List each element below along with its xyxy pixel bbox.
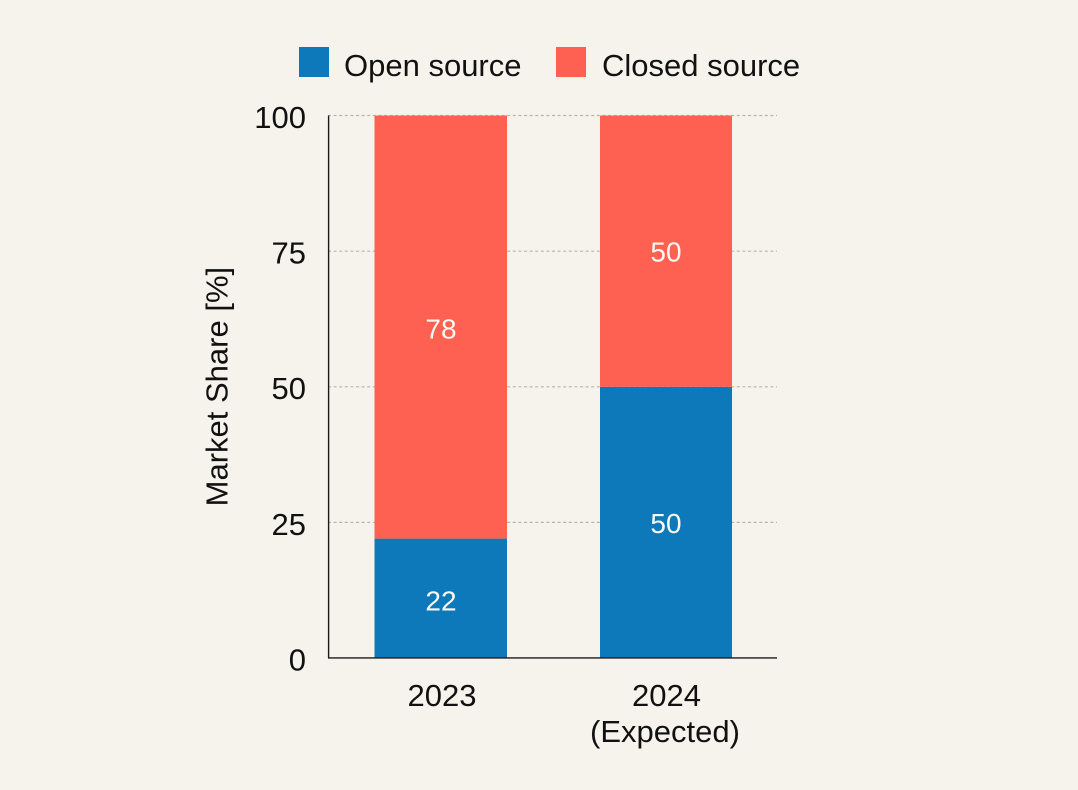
svg-text:75: 75 — [272, 236, 306, 271]
svg-text:(Expected): (Expected) — [590, 714, 740, 749]
svg-text:2024: 2024 — [632, 678, 701, 713]
svg-text:50: 50 — [650, 508, 681, 539]
svg-text:78: 78 — [425, 314, 456, 345]
svg-text:Open source: Open source — [344, 48, 522, 83]
svg-text:22: 22 — [425, 585, 456, 616]
svg-text:2023: 2023 — [408, 678, 477, 713]
svg-text:50: 50 — [650, 236, 681, 267]
svg-text:100: 100 — [254, 100, 306, 135]
svg-text:Market Share [%]: Market Share [%] — [200, 267, 235, 506]
svg-text:0: 0 — [289, 642, 306, 677]
svg-text:Closed source: Closed source — [602, 48, 800, 83]
svg-text:25: 25 — [272, 507, 306, 542]
svg-text:50: 50 — [272, 371, 306, 406]
